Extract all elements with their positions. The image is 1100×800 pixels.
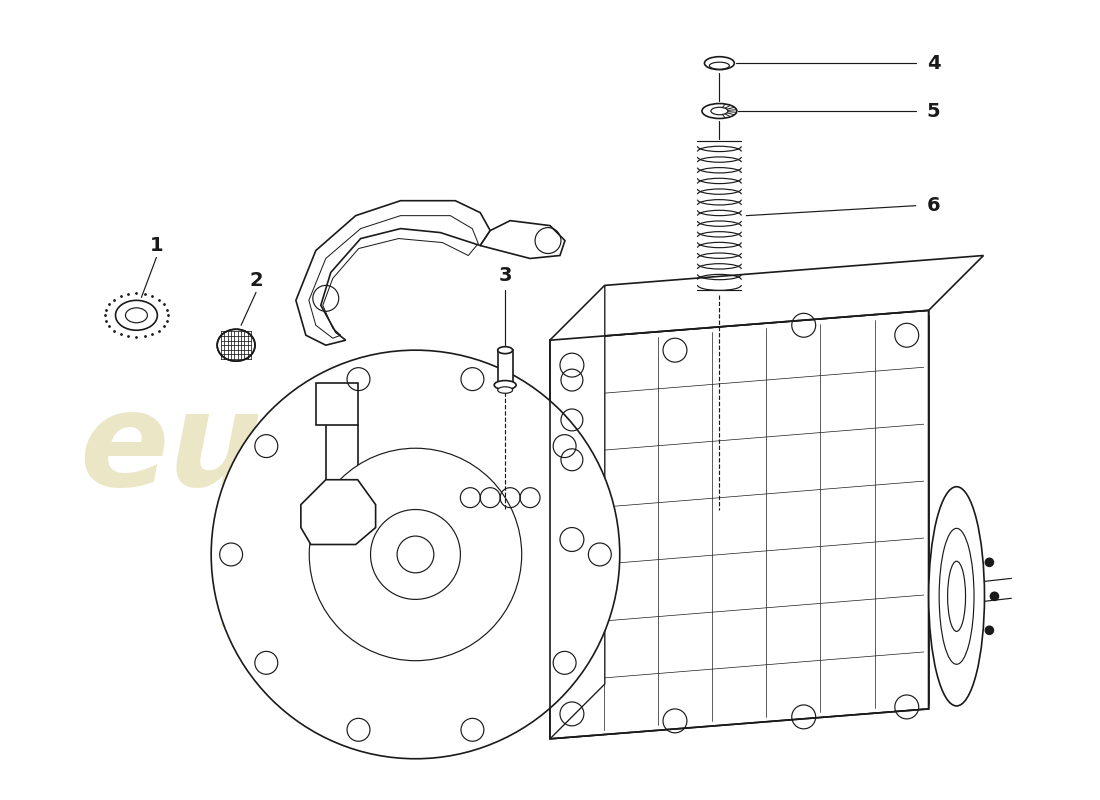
Text: europes: europes — [79, 386, 682, 514]
Polygon shape — [301, 480, 375, 545]
Ellipse shape — [702, 103, 737, 118]
Text: 2: 2 — [250, 271, 263, 290]
Ellipse shape — [494, 381, 516, 390]
Text: 5: 5 — [927, 102, 940, 121]
Ellipse shape — [497, 346, 513, 354]
Ellipse shape — [947, 562, 966, 631]
Text: a passion parts since 1985: a passion parts since 1985 — [221, 605, 680, 634]
Circle shape — [990, 592, 999, 600]
Ellipse shape — [939, 528, 974, 664]
Ellipse shape — [928, 486, 984, 706]
Circle shape — [211, 350, 619, 758]
Ellipse shape — [217, 330, 255, 361]
Ellipse shape — [711, 107, 728, 114]
Circle shape — [986, 626, 993, 634]
Ellipse shape — [116, 300, 157, 330]
Polygon shape — [550, 286, 605, 739]
Ellipse shape — [710, 62, 729, 69]
Bar — [497, 350, 513, 385]
Polygon shape — [550, 255, 983, 340]
Polygon shape — [296, 201, 491, 345]
Text: 6: 6 — [927, 196, 940, 215]
Circle shape — [371, 510, 461, 599]
Polygon shape — [550, 310, 928, 739]
Bar — [316, 383, 358, 425]
Text: 3: 3 — [498, 266, 512, 285]
Circle shape — [309, 448, 521, 661]
Text: 4: 4 — [927, 54, 940, 73]
Polygon shape — [481, 221, 565, 258]
Text: 1: 1 — [150, 236, 163, 255]
Ellipse shape — [704, 57, 735, 70]
Circle shape — [986, 558, 993, 566]
Ellipse shape — [497, 386, 513, 394]
Ellipse shape — [125, 308, 147, 322]
